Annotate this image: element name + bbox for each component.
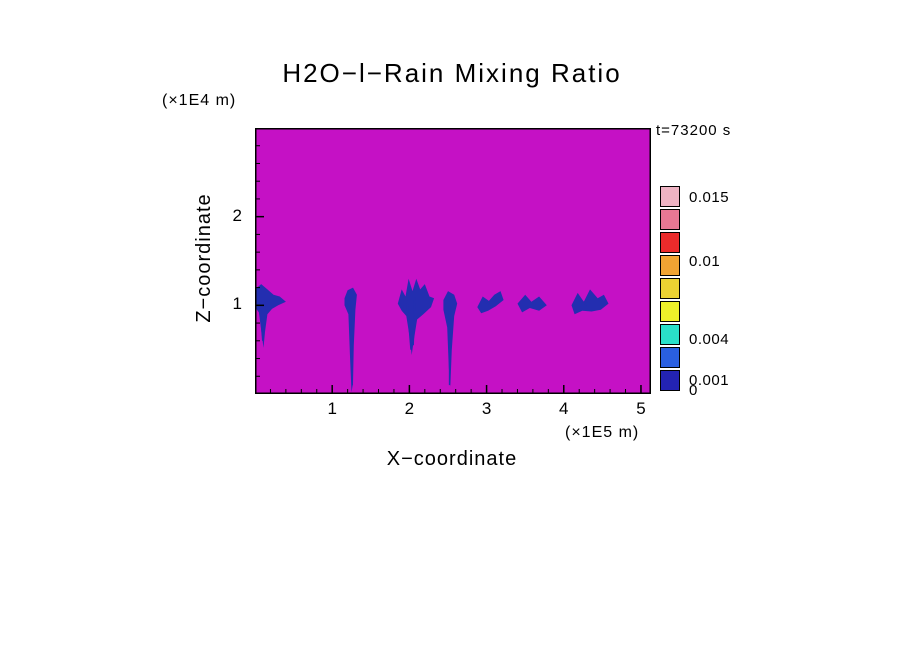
rain-streak — [483, 299, 491, 306]
rain-streak — [412, 296, 416, 346]
colorbar-tick-label: 0.001 — [689, 371, 730, 389]
y-axis-title: Z−coordinate — [193, 193, 215, 323]
colorbar-segment — [660, 347, 680, 368]
x-tick-label: 3 — [481, 399, 492, 418]
rain-shaft — [397, 278, 435, 355]
colorbar-segment — [660, 370, 680, 391]
colorbar — [660, 186, 680, 391]
time-annotation: t=73200 s — [656, 122, 732, 139]
x-tick-label: 5 — [636, 399, 646, 418]
colorbar-segment — [660, 186, 680, 207]
y-tick-label: 2 — [232, 205, 242, 225]
colorbar-segment — [660, 255, 680, 276]
x-tick-label: 1 — [327, 399, 337, 418]
colorbar-tick-label: 0.015 — [689, 189, 730, 207]
chart-title: H2O−l−Rain Mixing Ratio — [282, 58, 622, 88]
colorbar-segment — [660, 232, 680, 253]
colorbar-tick-label: 0.01 — [689, 252, 721, 270]
colorbar-segment — [660, 209, 680, 230]
x-tick-label: 2 — [404, 399, 415, 418]
x-axis-title: X−coordinate — [386, 448, 518, 470]
colorbar-tick-label: 0 — [689, 382, 698, 399]
colorbar-segment — [660, 278, 680, 299]
plot-frame — [255, 128, 651, 394]
rain-shaft — [443, 291, 458, 387]
x-axis-units-label: (×1E5 m) — [565, 424, 640, 441]
x-tick-label: 4 — [559, 399, 569, 418]
rain-streak — [406, 300, 412, 350]
rain-shaft — [344, 287, 357, 393]
colorbar-segment — [660, 324, 680, 345]
colorbar-segment — [660, 301, 680, 322]
y-axis-units-label: (×1E4 m) — [162, 92, 237, 109]
rain-shaft — [571, 289, 609, 315]
rain-streak — [350, 300, 353, 386]
rain-streak — [258, 300, 264, 341]
field-background — [255, 128, 651, 394]
rain-shaft — [517, 294, 547, 313]
y-tick-label: 1 — [232, 294, 242, 314]
plot-area — [255, 128, 651, 394]
rain-streak — [578, 297, 588, 306]
colorbar-tick-label: 0.004 — [689, 330, 730, 348]
rain-shaft — [477, 291, 504, 314]
